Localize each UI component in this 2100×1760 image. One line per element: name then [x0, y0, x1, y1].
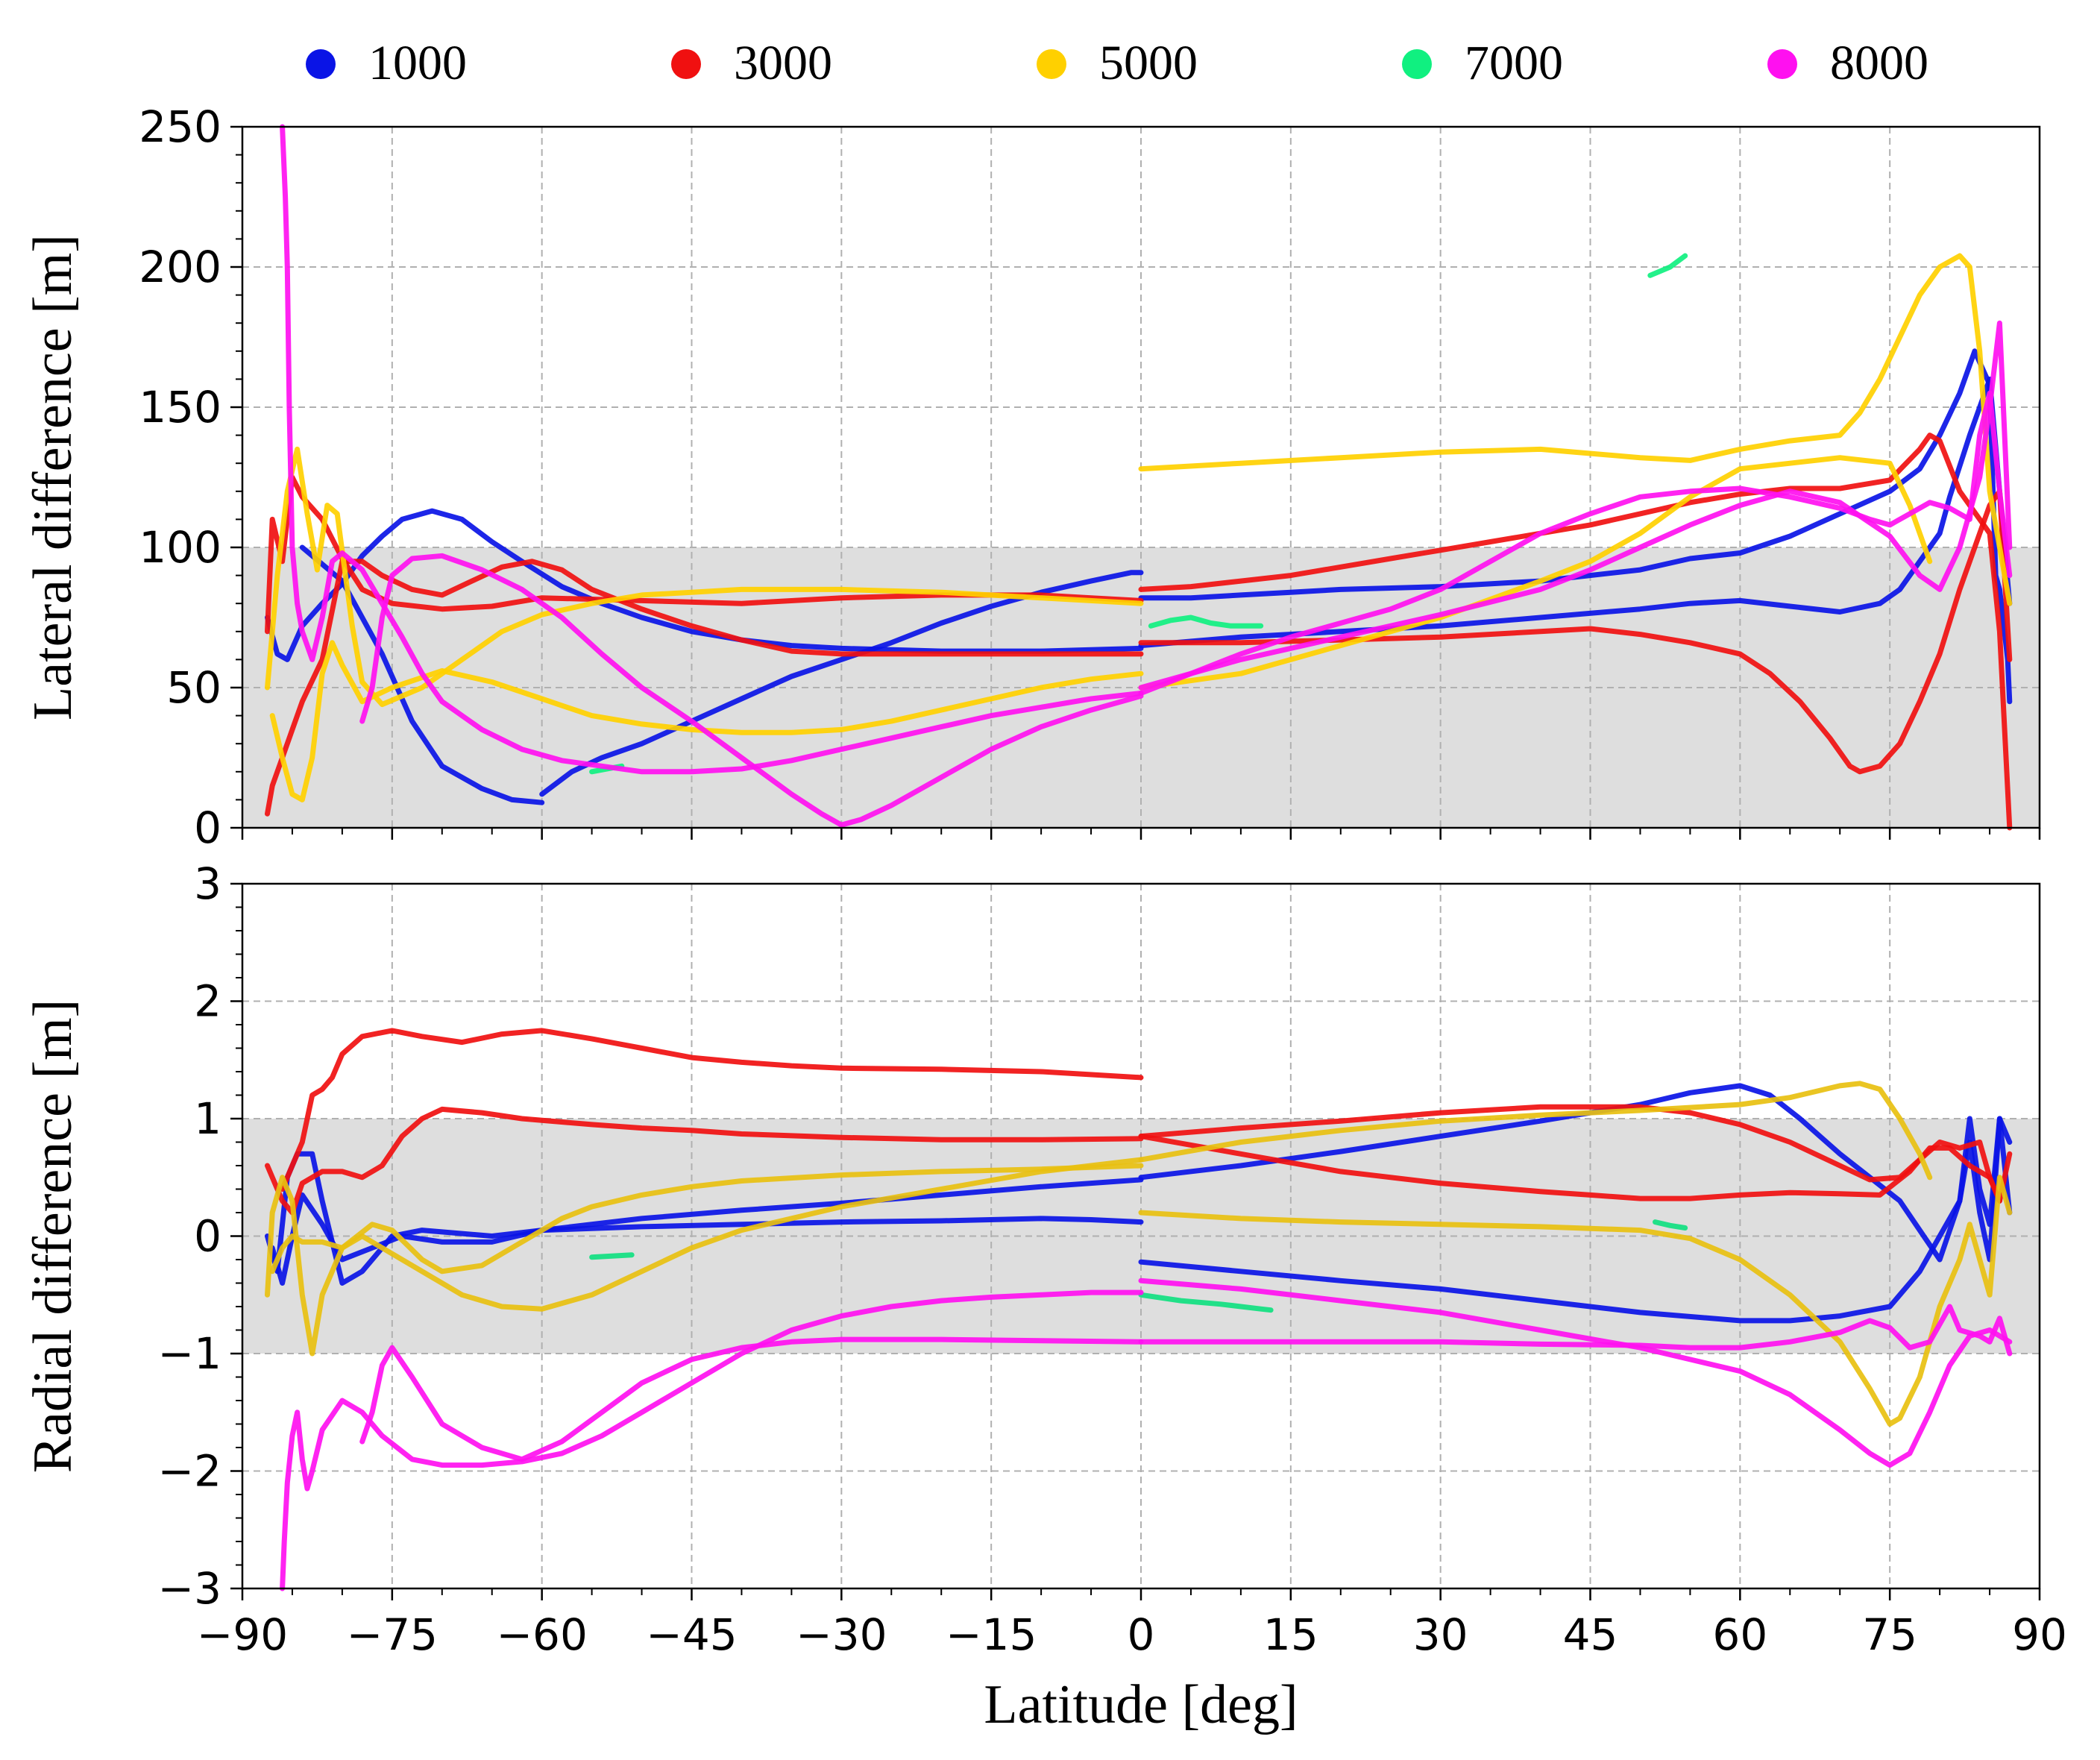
y-tick-label: −1 [158, 1328, 222, 1379]
x-tick-label: 75 [1862, 1609, 1917, 1660]
x-tick-label: −60 [496, 1609, 587, 1660]
series-8000-trace-1 [359, 1336, 1144, 1462]
series-8000-trace-0 [280, 124, 1144, 775]
legend: 1000 3000 5000 7000 8000 [306, 36, 1928, 90]
series-5000-trace-1 [269, 640, 1144, 802]
radial-data [265, 1028, 2013, 1591]
series-8000-trace-3 [1138, 320, 2013, 691]
series-8000-trace-3 [1138, 1277, 2013, 1468]
series-3000-trace-0 [280, 1028, 1144, 1192]
series-5000-trace-2 [1138, 1081, 1933, 1181]
x-tick-label: 0 [1128, 1609, 1155, 1660]
radial-ticks: −90 −75 −60 −45 −30 −15 0 15 30 45 60 75 90 −3 −2 −1 0 1 2… [158, 858, 2067, 1660]
series-5000-trace-3 [1138, 1175, 2013, 1427]
legend-marker-1000 [306, 49, 336, 79]
series-5000-trace-1 [269, 1163, 1144, 1275]
series-5000-trace-0 [265, 446, 1144, 708]
legend-marker-3000 [671, 49, 701, 79]
series-1000-trace-3 [1138, 348, 2013, 705]
series-3000-trace-2 [1138, 1104, 2013, 1204]
series-5000-trace-2 [1138, 253, 2013, 606]
series-8000-trace-1 [359, 553, 1144, 828]
x-tick-label: −45 [646, 1609, 737, 1660]
x-tick-label: 15 [1263, 1609, 1318, 1660]
series-5000-trace-0 [265, 1157, 1144, 1357]
series-3000-trace-1 [265, 1106, 1144, 1216]
legend-label-1000: 1000 [368, 36, 467, 90]
series-3000-trace-3 [1138, 488, 2013, 775]
series-1000-trace-2 [1138, 1083, 2013, 1263]
y-tick-label: 150 [139, 382, 221, 433]
series-1000-trace-2 [539, 570, 1144, 797]
legend-label-7000: 7000 [1465, 36, 1563, 90]
x-axis-label: Latitude [deg] [984, 1674, 1298, 1735]
y-tick-label: 2 [194, 976, 221, 1027]
x-tick-label: −75 [347, 1609, 438, 1660]
y-tick-label: −3 [158, 1563, 222, 1614]
series-1000-trace-0 [265, 508, 1144, 662]
legend-label-5000: 5000 [1099, 36, 1198, 90]
legend-label-8000: 8000 [1830, 36, 1928, 90]
series-3000-trace-3 [1138, 1134, 2002, 1204]
lateral-panel: 0 50 100 150 200 250 Lateral difference [m] [22, 101, 2041, 853]
y-tick-label: 0 [194, 802, 221, 853]
legend-marker-8000 [1767, 49, 1797, 79]
lateral-ticks: 0 50 100 150 200 250 [139, 101, 2041, 853]
x-tick-label: 30 [1413, 1609, 1468, 1660]
series-1000-trace-4 [1138, 376, 2013, 649]
x-tick-label: −30 [796, 1609, 887, 1660]
radial-grid [242, 884, 2040, 1588]
y-tick-label: 1 [194, 1093, 221, 1144]
y-tick-label: 3 [194, 858, 221, 909]
series-7000-trace-2 [1647, 253, 1688, 278]
series-7000-trace-2 [1653, 1219, 1688, 1231]
series-7000-trace-1 [1148, 615, 1264, 629]
x-tick-label: 60 [1712, 1609, 1767, 1660]
series-7000-trace-1 [1138, 1292, 1274, 1313]
series-7000-trace-0 [589, 1252, 635, 1260]
lateral-data [265, 124, 2013, 831]
legend-marker-7000 [1402, 49, 1432, 79]
x-tick-label: −15 [946, 1609, 1037, 1660]
legend-marker-5000 [1037, 49, 1066, 79]
y-tick-label: 250 [139, 101, 221, 152]
radial-y-axis-label: Radial difference [m] [22, 999, 84, 1474]
lateral-y-axis-label: Lateral difference [m] [22, 234, 84, 720]
y-tick-label: 200 [139, 242, 221, 292]
series-8000-trace-0 [280, 1289, 1144, 1591]
radial-panel: −90 −75 −60 −45 −30 −15 0 15 30 45 60 75 90 −3 −2 −1 0 1 2… [22, 858, 2067, 1735]
series-1000-trace-1 [269, 1192, 1144, 1286]
y-tick-label: 0 [194, 1211, 221, 1262]
y-tick-label: −2 [158, 1446, 222, 1497]
legend-label-3000: 3000 [734, 36, 832, 90]
x-tick-label: 45 [1563, 1609, 1618, 1660]
x-tick-label: −90 [197, 1609, 288, 1660]
y-tick-label: 50 [166, 662, 221, 713]
series-1000-trace-3 [1138, 1116, 2013, 1324]
series-3000-trace-2 [1138, 433, 2013, 831]
x-tick-label: 90 [2012, 1609, 2067, 1660]
y-tick-label: 100 [139, 522, 221, 573]
series-5000-trace-3 [1138, 455, 1933, 691]
